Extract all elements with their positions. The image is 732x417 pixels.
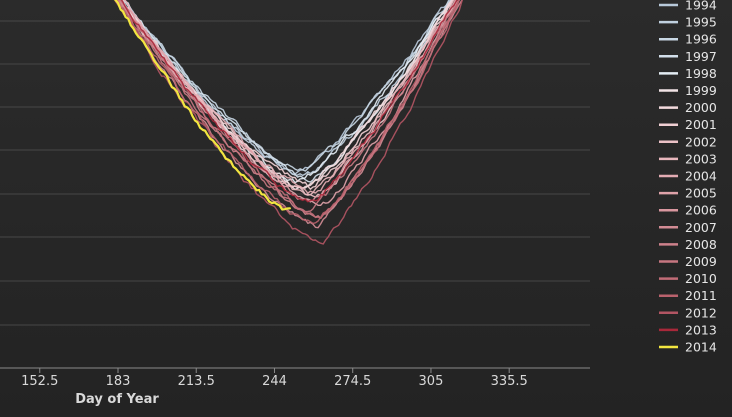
- legend-item-1998[interactable]: 1998: [659, 66, 717, 81]
- x-tick-label: 244: [262, 374, 287, 389]
- legend-item-2014[interactable]: 2014: [659, 340, 717, 355]
- series-line-2012[interactable]: [59, 0, 534, 245]
- legend-label: 2000: [685, 100, 717, 115]
- series-line-2006[interactable]: [59, 0, 534, 203]
- series-line-1995[interactable]: [59, 0, 534, 177]
- legend-label: 1995: [685, 15, 717, 30]
- legend-item-1994[interactable]: 1994: [659, 0, 717, 13]
- legend-item-2005[interactable]: 2005: [659, 186, 717, 201]
- legend-item-2013[interactable]: 2013: [659, 322, 717, 337]
- legend-item-2003[interactable]: 2003: [659, 151, 717, 166]
- x-tick-label: 183: [106, 374, 131, 389]
- legend-item-1996[interactable]: 1996: [659, 32, 717, 47]
- x-tick-label: 305: [419, 374, 444, 389]
- series-line-2000[interactable]: [59, 0, 534, 190]
- legend-item-2007[interactable]: 2007: [659, 220, 717, 235]
- legend-item-2000[interactable]: 2000: [659, 100, 717, 115]
- legend-label: 2010: [685, 271, 717, 286]
- legend-item-1999[interactable]: 1999: [659, 83, 717, 98]
- legend-label: 2007: [685, 220, 717, 235]
- legend-label: 2009: [685, 254, 717, 269]
- legend-label: 1999: [685, 83, 717, 98]
- x-tick-label: 213.5: [178, 374, 215, 389]
- x-axis: 152.5 183 213.5 244 274.5 305 335.5: [0, 367, 590, 389]
- legend-label: 2008: [685, 237, 717, 252]
- series-line-2004[interactable]: [59, 0, 534, 194]
- series-line-2008[interactable]: [59, 0, 534, 220]
- legend-label: 2005: [685, 186, 717, 201]
- legend-item-2006[interactable]: 2006: [659, 203, 717, 218]
- legend-label: 2006: [685, 203, 717, 218]
- legend-item-2002[interactable]: 2002: [659, 134, 717, 149]
- series-line-2002[interactable]: [59, 0, 534, 198]
- series-line-1998[interactable]: [59, 0, 534, 184]
- series-line-2003[interactable]: [59, 0, 534, 196]
- legend-label: 1998: [685, 66, 717, 81]
- series-line-1997[interactable]: [59, 0, 534, 183]
- x-axis-title: Day of Year: [75, 392, 159, 407]
- series-lines: [59, 0, 534, 245]
- grid-lines: [0, 20, 590, 326]
- legend-label: 2004: [685, 169, 717, 184]
- series-line-2010[interactable]: [59, 0, 534, 220]
- legend-item-2010[interactable]: 2010: [659, 271, 717, 286]
- legend-label: 2011: [685, 288, 717, 303]
- series-line-2013[interactable]: [59, 0, 534, 203]
- x-tick-label: 152.5: [21, 374, 58, 389]
- legend-item-2001[interactable]: 2001: [659, 117, 717, 132]
- legend-item-2004[interactable]: 2004: [659, 169, 717, 184]
- legend-label: 2014: [685, 340, 717, 355]
- x-tick-label: 335.5: [491, 374, 528, 389]
- legend-item-2009[interactable]: 2009: [659, 254, 717, 269]
- series-line-1999[interactable]: [59, 0, 534, 191]
- legend-label: 1996: [685, 32, 717, 47]
- legend-label: 2002: [685, 134, 717, 149]
- legend-item-1995[interactable]: 1995: [659, 15, 717, 30]
- legend-item-2012[interactable]: 2012: [659, 305, 717, 320]
- legend-label: 1997: [685, 49, 717, 64]
- legend-label: 2012: [685, 305, 717, 320]
- legend-label: 2013: [685, 322, 717, 337]
- legend-item-2008[interactable]: 2008: [659, 237, 717, 252]
- series-line-2001[interactable]: [59, 0, 534, 190]
- legend-item-1997[interactable]: 1997: [659, 49, 717, 64]
- legend-item-2011[interactable]: 2011: [659, 288, 717, 303]
- series-line-2014[interactable]: [59, 0, 291, 211]
- legend-label: 1994: [685, 0, 717, 13]
- legend-label: 2003: [685, 151, 717, 166]
- legend-label: 2001: [685, 117, 717, 132]
- x-tick-label: 274.5: [334, 374, 371, 389]
- legend[interactable]: 1994 1995 1996 1997 1998 1999 2000 2001 2002 2003…: [659, 0, 717, 355]
